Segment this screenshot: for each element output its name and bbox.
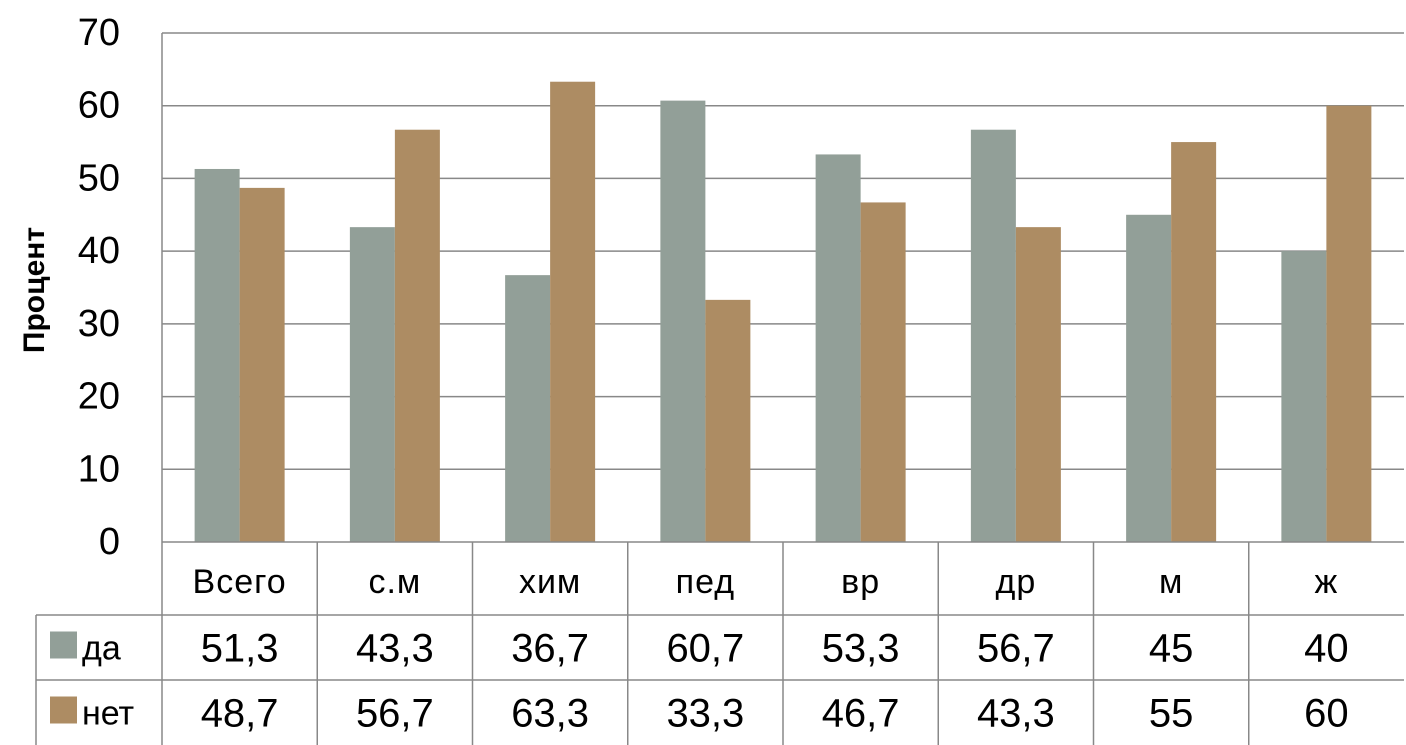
- x-tick-label-пед: пед: [676, 563, 735, 601]
- data-label-да-Всего: 51,3: [201, 627, 279, 671]
- bar-нет-Всего: [239, 187, 285, 543]
- bar-нет-ж: [1326, 105, 1372, 542]
- data-label-нет-с.м: 56,7: [356, 692, 434, 736]
- bar-да-вр: [815, 154, 861, 542]
- data-label-нет-м: 55: [1149, 692, 1194, 736]
- bar-нет-хим: [550, 81, 596, 543]
- legend-label-да: да: [82, 630, 121, 668]
- data-label-нет-др: 43,3: [977, 692, 1055, 736]
- data-label-нет-вр: 46,7: [822, 692, 900, 736]
- data-label-да-с.м: 43,3: [356, 627, 434, 671]
- bar-да-с.м: [349, 227, 395, 542]
- data-label-нет-ж: 60: [1304, 692, 1349, 736]
- bar-нет-с.м: [394, 129, 440, 542]
- x-tick-label-др: др: [996, 563, 1037, 601]
- data-label-да-др: 56,7: [977, 627, 1055, 671]
- x-tick-label-Всего: Всего: [193, 563, 287, 601]
- data-label-нет-Всего: 48,7: [201, 692, 279, 736]
- x-tick-label-вр: вр: [841, 563, 880, 601]
- y-tick-label-30: 30: [78, 303, 120, 345]
- bar-да-хим: [505, 275, 551, 542]
- bar-да-м: [1126, 214, 1172, 543]
- bar-да-пед: [660, 100, 706, 543]
- data-label-да-хим: 36,7: [511, 627, 589, 671]
- y-axis-title: Процент: [18, 227, 51, 353]
- y-tick-label-20: 20: [78, 376, 120, 418]
- y-tick-label-70: 70: [78, 12, 120, 54]
- bar-нет-вр: [860, 202, 906, 542]
- y-tick-label-0: 0: [99, 521, 120, 563]
- bar-да-ж: [1281, 251, 1327, 542]
- data-label-нет-пед: 33,3: [666, 692, 744, 736]
- x-tick-label-м: м: [1159, 563, 1183, 601]
- x-tick-label-с.м: с.м: [368, 563, 421, 601]
- data-label-нет-хим: 63,3: [511, 692, 589, 736]
- legend-key-нет: [50, 696, 77, 724]
- data-label-да-вр: 53,3: [822, 627, 900, 671]
- bar-нет-др: [1015, 227, 1061, 542]
- y-tick-label-50: 50: [78, 157, 120, 199]
- x-tick-label-хим: хим: [519, 563, 581, 601]
- y-tick-label-60: 60: [78, 85, 120, 127]
- legend-key-да: [50, 631, 77, 659]
- data-label-да-ж: 40: [1304, 627, 1349, 671]
- x-tick-label-ж: ж: [1315, 563, 1339, 601]
- y-tick-label-10: 10: [78, 448, 120, 490]
- bar-да-Всего: [194, 168, 240, 542]
- bar-нет-м: [1171, 142, 1217, 543]
- data-label-да-м: 45: [1149, 627, 1194, 671]
- data-label-да-пед: 60,7: [666, 627, 744, 671]
- y-tick-label-40: 40: [78, 230, 120, 272]
- bar-нет-пед: [705, 299, 751, 542]
- bar-да-др: [970, 129, 1016, 542]
- legend-label-нет: нет: [82, 695, 134, 733]
